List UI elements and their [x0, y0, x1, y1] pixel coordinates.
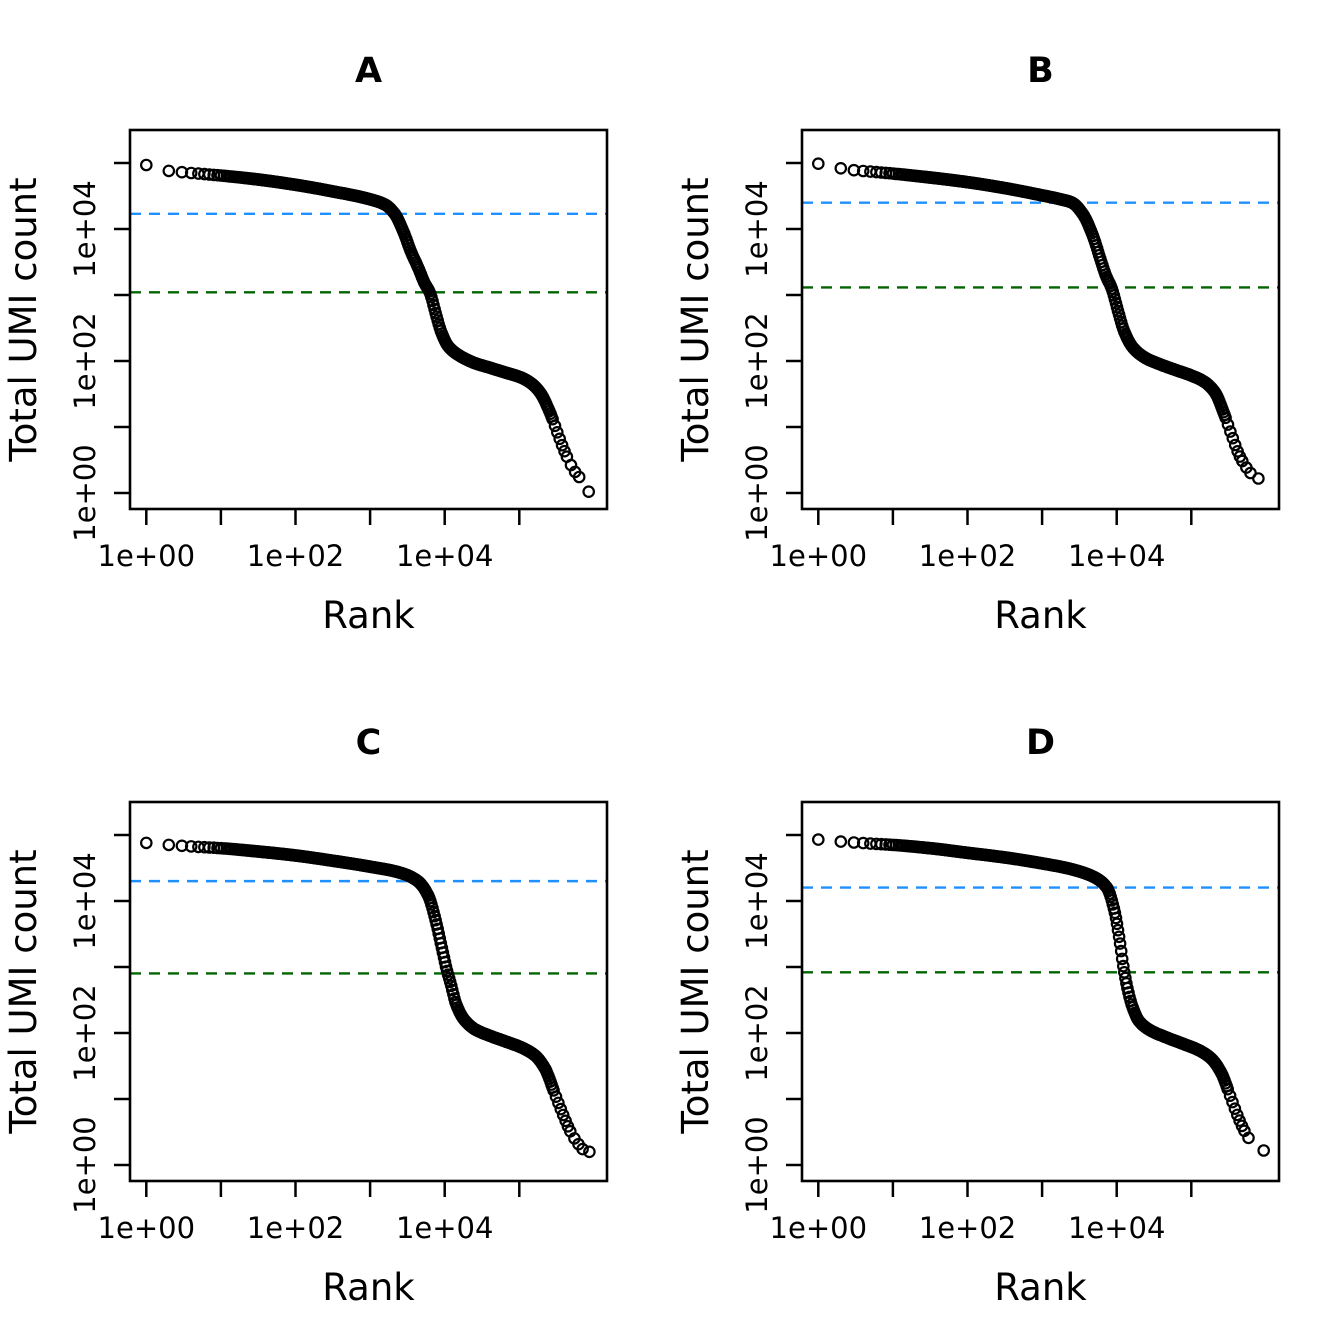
x-tick-label: 1e+00: [98, 1211, 196, 1245]
y-tick-label: 1e+00: [68, 1116, 102, 1214]
y-axis-title: Total UMI count: [2, 177, 45, 462]
x-tick-label: 1e+00: [770, 539, 868, 573]
y-tick-label: 1e+04: [68, 180, 102, 278]
panel-title: C: [356, 723, 382, 763]
threshold-lines: [802, 886, 1279, 974]
panel-title: A: [355, 51, 382, 91]
data-points: [140, 836, 596, 1159]
y-tick-label: 1e+04: [740, 180, 774, 278]
y-tick-label: 1e+04: [68, 852, 102, 950]
x-axis-title: Rank: [322, 1266, 415, 1309]
data-points: [812, 157, 1265, 485]
plot-box: [128, 800, 609, 1183]
tick-labels: 1e+00 1e+02 1e+04 1e+00 1e+02 1e+04: [68, 180, 493, 573]
panel-title: D: [1026, 723, 1055, 763]
y-tick-label: 1e+02: [740, 984, 774, 1082]
plot-box: [800, 800, 1281, 1183]
x-tick-label: 1e+00: [98, 539, 196, 573]
axis-ticks: [786, 833, 1193, 1197]
x-axis-title: Rank: [994, 594, 1087, 637]
y-tick-label: 1e+02: [68, 312, 102, 410]
threshold-lines: [130, 879, 607, 975]
x-tick-label: 1e+02: [919, 539, 1017, 573]
axis-ticks: [786, 161, 1193, 525]
data-points: [812, 833, 1270, 1157]
x-tick-label: 1e+02: [919, 1211, 1017, 1245]
tick-labels: 1e+00 1e+02 1e+04 1e+00 1e+02 1e+04: [740, 180, 1165, 573]
x-tick-label: 1e+00: [770, 1211, 868, 1245]
x-tick-label: 1e+02: [247, 1211, 345, 1245]
x-tick-label: 1e+04: [396, 1211, 494, 1245]
y-axis-title: Total UMI count: [674, 177, 717, 462]
y-axis-title: Total UMI count: [2, 849, 45, 1134]
panel-b: 1e+00 1e+02 1e+04 1e+00 1e+02 1e+04 Rank Total …: [672, 0, 1344, 672]
y-tick-label: 1e+04: [740, 852, 774, 950]
panel-a: 1e+00 1e+02 1e+04 1e+00 1e+02 1e+04 Rank Total …: [0, 0, 672, 672]
y-tick-label: 1e+00: [68, 444, 102, 542]
y-tick-label: 1e+00: [740, 444, 774, 542]
x-axis-title: Rank: [994, 1266, 1087, 1309]
threshold-lines: [802, 201, 1279, 289]
data-points: [140, 158, 595, 498]
plot-box: [800, 128, 1281, 511]
x-tick-label: 1e+04: [396, 539, 494, 573]
axis-ticks: [114, 161, 521, 525]
panel-d: 1e+00 1e+02 1e+04 1e+00 1e+02 1e+04 Rank Total …: [672, 672, 1344, 1344]
tick-labels: 1e+00 1e+02 1e+04 1e+00 1e+02 1e+04: [740, 852, 1165, 1245]
panel-title: B: [1027, 51, 1054, 91]
axis-ticks: [114, 833, 521, 1197]
x-axis-title: Rank: [322, 594, 415, 637]
tick-labels: 1e+00 1e+02 1e+04 1e+00 1e+02 1e+04: [68, 852, 493, 1245]
y-tick-label: 1e+02: [740, 312, 774, 410]
plot-box: [128, 128, 609, 511]
panel-c: 1e+00 1e+02 1e+04 1e+00 1e+02 1e+04 Rank Total …: [0, 672, 672, 1344]
y-axis-title: Total UMI count: [674, 849, 717, 1134]
y-tick-label: 1e+00: [740, 1116, 774, 1214]
threshold-lines: [130, 212, 607, 294]
x-tick-label: 1e+02: [247, 539, 345, 573]
y-tick-label: 1e+02: [68, 984, 102, 1082]
x-tick-label: 1e+04: [1068, 539, 1166, 573]
x-tick-label: 1e+04: [1068, 1211, 1166, 1245]
